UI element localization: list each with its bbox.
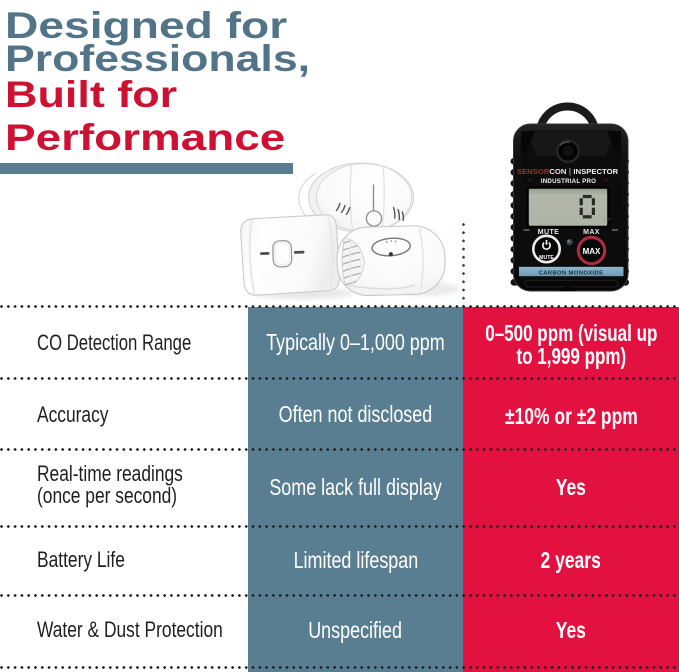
svg-text:MUTE: MUTE [539,255,554,261]
svg-text:CARBON MONOXIDE: CARBON MONOXIDE [539,270,604,276]
svg-text:SENSORCON | INSPECTOR: SENSORCON | INSPECTOR [517,166,619,176]
svg-text:MUTE: MUTE [538,229,559,236]
svg-text:INDUSTRIAL PRO: INDUSTRIAL PRO [541,178,596,185]
svg-text:MAX: MAX [583,247,601,256]
svg-text:MAX: MAX [583,229,600,236]
svg-text:ppm: ppm [603,217,611,222]
